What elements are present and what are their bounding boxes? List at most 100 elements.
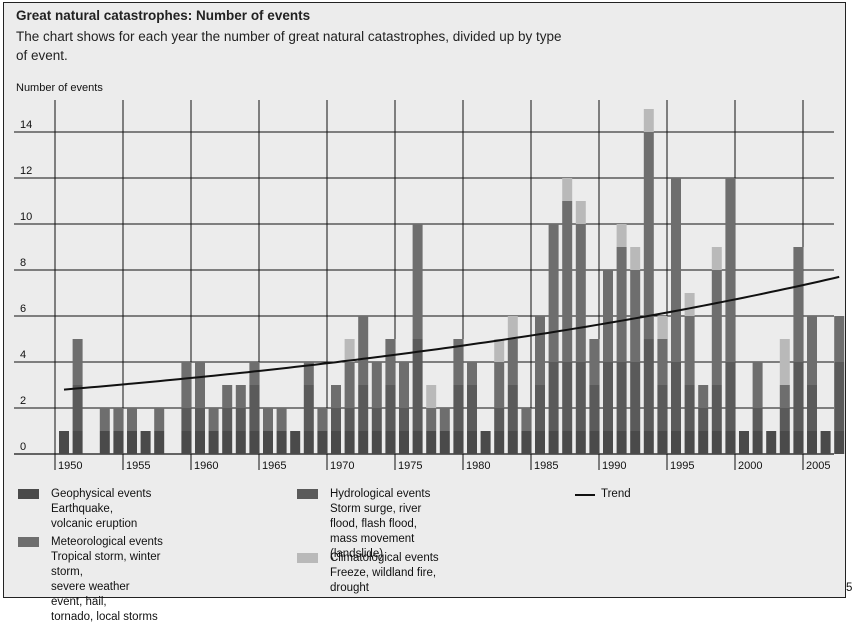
x-tick-label-1955: 1955 (126, 460, 150, 472)
legend-desc-climatological: Freeze, wildland fire, drought (330, 567, 437, 594)
y-tick-label-8: 8 (20, 257, 26, 269)
bar-segment-1986-2 (548, 362, 559, 431)
bar-segment-1974-1 (385, 431, 396, 454)
y-tick-label-4: 4 (20, 349, 26, 361)
bar-segment-1970-2 (331, 408, 341, 431)
bar-segment-1951-2 (72, 385, 83, 431)
bar-segment-1980-3 (467, 362, 477, 385)
bar-segment-1983-2 (507, 385, 518, 431)
bar-segment-2007-2 (834, 362, 845, 431)
bar-segment-1971-2 (344, 408, 355, 431)
bar-segment-1985-3 (535, 316, 545, 385)
legend-desc-geophysical: Earthquake, volcanic eruption (51, 503, 138, 530)
legend-label-climatological: Climatological events (330, 552, 439, 564)
bar-segment-1972-2 (358, 385, 369, 431)
bar-segment-1953-1 (99, 431, 110, 454)
bar-segment-1975-2 (399, 408, 409, 431)
bar-segment-2003-1 (779, 431, 790, 454)
legend-trend-line (575, 494, 595, 496)
bar-segment-1968-1 (303, 431, 314, 454)
bar-segment-1984-3 (521, 408, 532, 431)
y-tick-label-0: 0 (20, 441, 26, 453)
bar-segment-1987-2 (562, 362, 573, 431)
bar-segment-2001-3 (752, 362, 763, 408)
bar-segment-1979-3 (453, 339, 464, 385)
bar-segment-1996-4 (684, 293, 695, 316)
bar-segment-2003-4 (779, 339, 790, 385)
x-tick-label-1960: 1960 (194, 460, 218, 472)
bar-segment-1992-3 (630, 270, 641, 362)
bar-segment-1991-1 (616, 431, 627, 454)
bar-segment-1988-1 (575, 431, 586, 454)
bar-segment-1998-1 (711, 431, 722, 454)
bar-segment-1971-1 (344, 431, 355, 454)
bar-segment-1985-2 (535, 385, 545, 431)
bar-segment-1977-4 (426, 385, 437, 408)
bar-segment-1998-4 (711, 247, 722, 270)
bar-segment-1978-1 (439, 431, 450, 454)
bar-segment-1977-1 (426, 431, 437, 454)
bar-segment-1992-4 (630, 247, 641, 270)
bar-segment-1962-1 (222, 431, 233, 454)
bar-segment-1986-3 (548, 224, 559, 362)
bar-segment-2004-1 (793, 431, 804, 454)
bar-segment-1982-1 (494, 431, 505, 454)
bar-segment-2005-3 (807, 316, 817, 385)
bar-segment-1961-3 (208, 408, 219, 431)
bar-segment-1969-3 (317, 408, 328, 431)
bar-segment-1950-1 (59, 431, 69, 454)
bar-segment-1980-2 (467, 385, 477, 431)
y-tick-label-2: 2 (20, 395, 26, 407)
bar-segment-1959-1 (181, 431, 192, 454)
x-tick-label-1990: 1990 (602, 460, 626, 472)
bar-segment-1976-1 (412, 431, 423, 454)
bar-segment-1987-1 (562, 431, 573, 454)
legend-label-trend: Trend (601, 488, 631, 500)
bar-segment-1983-4 (507, 316, 518, 339)
bar-segment-1974-2 (385, 385, 396, 431)
bar-segment-1991-3 (616, 247, 627, 362)
bar-segment-1962-3 (222, 385, 233, 408)
bar-segment-1956-1 (140, 431, 151, 454)
bar-segment-1996-1 (684, 431, 695, 454)
trend-line (63, 275, 840, 391)
bar-segment-1990-3 (603, 270, 613, 362)
x-tick-label-1985: 1985 (534, 460, 558, 472)
bar-segment-1964-1 (249, 431, 260, 454)
bar-segment-1973-3 (371, 362, 382, 408)
bar-segment-1995-2 (671, 362, 681, 431)
bar-segment-1995-3 (671, 178, 681, 362)
legend-swatch-climatological (297, 553, 318, 563)
bar-segment-1957-1 (154, 431, 165, 454)
bar-segment-1954-1 (113, 431, 124, 454)
bar-segment-1999-3 (725, 178, 736, 362)
bar-segment-1972-1 (358, 431, 369, 454)
bar-segment-1999-1 (725, 431, 736, 454)
bar-segment-1970-1 (331, 431, 341, 454)
bar-segment-1961-1 (208, 431, 219, 454)
bar-segment-1984-1 (521, 431, 532, 454)
bar-segment-2005-1 (807, 431, 817, 454)
y-axis-label: Number of events (16, 82, 103, 94)
bar-segment-1989-2 (589, 385, 600, 431)
bar-segment-2003-3 (779, 385, 790, 408)
y-tick-label-12: 12 (20, 165, 32, 177)
bar-segment-1996-3 (684, 316, 695, 385)
bar-segment-1959-2 (181, 408, 192, 431)
bar-segment-1993-2 (643, 339, 654, 431)
bar-segment-1963-2 (235, 408, 246, 431)
bar-segment-1971-3 (344, 362, 355, 408)
bar-segment-2007-1 (834, 431, 845, 454)
bar-segment-1989-1 (589, 431, 600, 454)
bar-segment-1997-1 (698, 431, 709, 454)
y-tick-label-10: 10 (20, 211, 32, 223)
bar-segment-1962-2 (222, 408, 233, 431)
chart-subtitle: The chart shows for each year the number… (16, 29, 562, 63)
bar-segment-1994-1 (657, 431, 668, 454)
bar-segment-1995-1 (671, 431, 681, 454)
x-tick-label-1995: 1995 (670, 460, 694, 472)
chart-title: Great natural catastrophes: Number of ev… (16, 8, 311, 23)
bar-segment-1976-2 (412, 339, 423, 431)
bar-segment-1967-1 (290, 431, 301, 454)
legend-swatch-hydrological (297, 489, 318, 499)
